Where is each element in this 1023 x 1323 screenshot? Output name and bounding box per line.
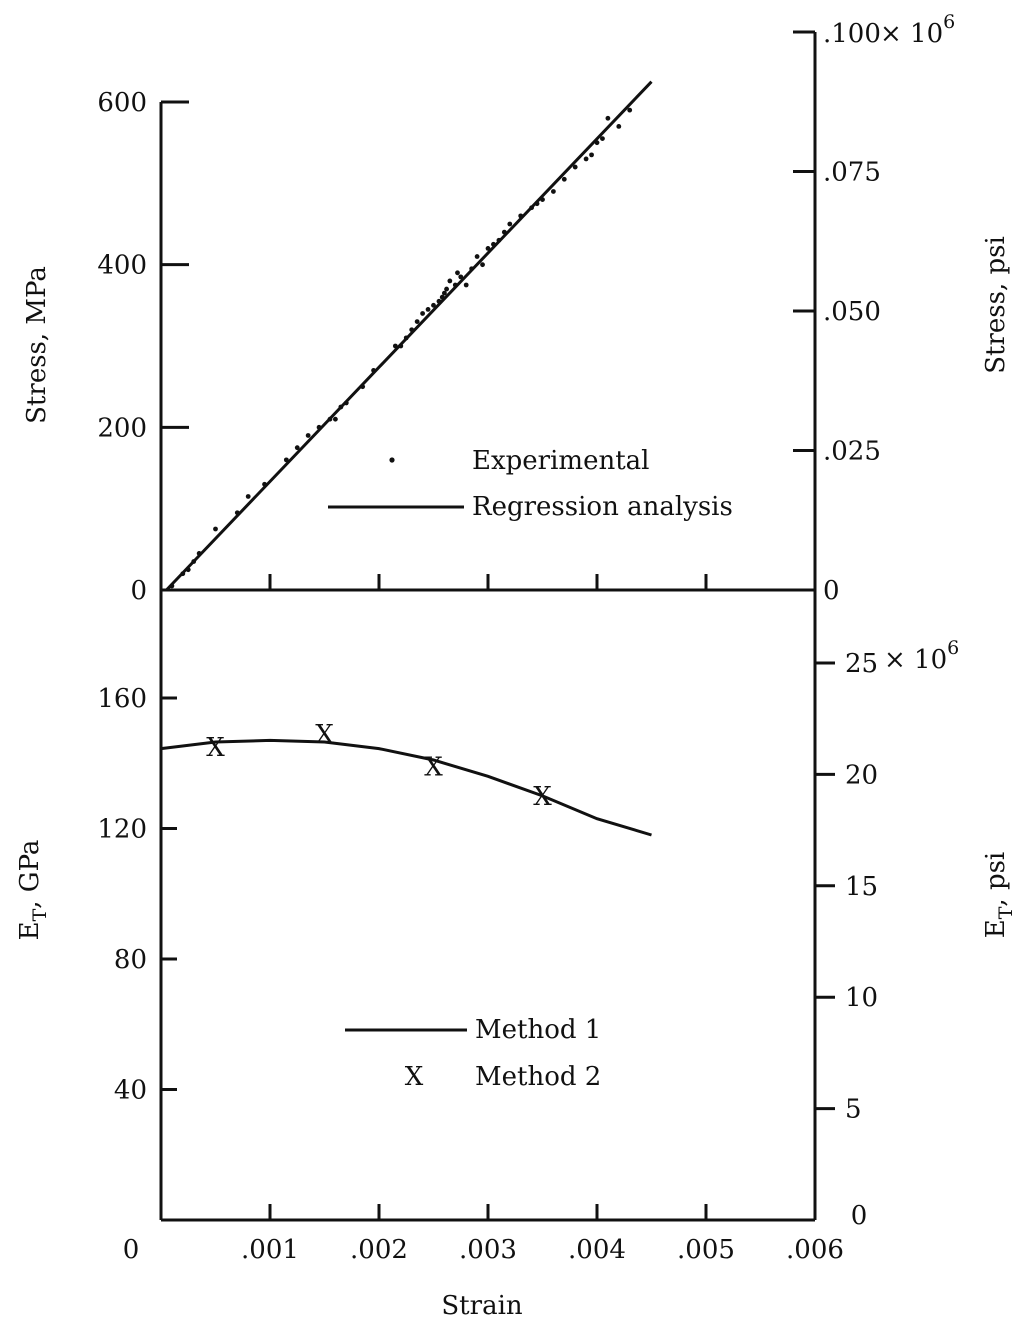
et-psi-tick-label: 20 — [845, 760, 878, 790]
experimental-point — [463, 282, 469, 288]
experimental-point — [425, 307, 431, 312]
experimental-point — [455, 270, 460, 276]
strain-tick-label: .006 — [786, 1235, 844, 1265]
et-psi-tick-label: 10 — [845, 983, 878, 1013]
experimental-point — [294, 445, 300, 451]
top-right-axis-title: Stress, psi — [981, 236, 1011, 374]
middle-strain-ticks — [268, 574, 708, 590]
experimental-point — [605, 115, 611, 121]
experimental-point — [572, 164, 578, 170]
experimental-point — [305, 433, 311, 438]
legend-label-method-1: Method 1 — [475, 1015, 601, 1045]
strain-tick-label: .004 — [568, 1235, 626, 1265]
stress-psi-tick-label: .075 — [823, 158, 881, 188]
stress-mpa-ticks: 0 200 400 600 — [97, 88, 189, 606]
x-axis-title: Strain — [441, 1291, 523, 1321]
stress-psi-tick-label: .025 — [823, 437, 881, 467]
et-psi-tick-label: 0 — [851, 1201, 868, 1231]
et-psi-tick-label: 5 — [845, 1095, 862, 1125]
stress-psi-tick-label: .050 — [823, 297, 881, 327]
et-gpa-tick-label: 120 — [97, 815, 147, 845]
stress-psi-ticks: 0 .025 .050 .075 .100 — [793, 19, 881, 606]
stress-mpa-tick-label: 600 — [97, 88, 147, 118]
strain-tick-label: .001 — [241, 1235, 299, 1265]
strain-tick-label: .005 — [677, 1235, 735, 1265]
experimental-point — [458, 274, 464, 280]
bottom-legend: Method 1 X Method 2 — [345, 1015, 601, 1092]
stress-mpa-tick-label: 200 — [97, 413, 147, 443]
experimental-point — [444, 286, 449, 292]
experimental-point — [600, 136, 605, 142]
et-gpa-tick-label: 40 — [114, 1076, 147, 1106]
et-gpa-tick-label: 80 — [114, 945, 147, 975]
et-gpa-ticks: 40 80 120 160 — [97, 684, 177, 1106]
stress-strain-panel: 0 200 400 600 0 .025 .050 .075 .100 × 106 Exper… — [22, 11, 1011, 606]
experimental-point — [589, 152, 594, 158]
experimental-point — [414, 319, 420, 324]
experimental-point — [333, 416, 338, 422]
experimental-point — [447, 278, 453, 284]
strain-tick-label: 0 — [123, 1235, 140, 1265]
et-psi-tick-label: 25 — [845, 649, 878, 679]
experimental-point — [583, 156, 589, 162]
experimental-point — [245, 494, 251, 499]
experimental-point — [431, 302, 436, 308]
method-2-marker: X — [424, 753, 443, 783]
experimental-point — [480, 262, 485, 268]
experimental-point — [561, 176, 567, 182]
stress-mpa-tick-label: 400 — [97, 251, 147, 281]
strain-ticks: 0 .001 .002 .003 .004 .005 .006 — [123, 1204, 844, 1265]
stress-psi-tick-label: .100 — [823, 19, 881, 49]
et-psi-tick-label: 15 — [845, 872, 878, 902]
method-2-marker: X — [206, 733, 225, 763]
method-2-marker: X — [315, 720, 334, 750]
bottom-left-axis-title: ET, GPa — [15, 840, 51, 941]
method-2-marker: X — [533, 782, 552, 812]
experimental-point — [420, 311, 425, 316]
top-left-axis-title: Stress, MPa — [22, 266, 52, 424]
bottom-right-multiplier: × 106 — [884, 637, 959, 675]
top-right-multiplier: × 106 — [880, 11, 955, 49]
experimental-point — [551, 189, 556, 194]
legend-label-regression: Regression analysis — [472, 492, 733, 522]
experimental-point — [627, 107, 633, 113]
experimental-point — [474, 254, 480, 259]
et-gpa-tick-label: 160 — [97, 684, 147, 714]
legend-dot-marker — [389, 457, 395, 463]
bottom-right-axis-title: ET, psi — [981, 852, 1017, 939]
stress-mpa-tick-label: 0 — [130, 576, 147, 606]
experimental-point — [442, 290, 447, 296]
legend-label-experimental: Experimental — [472, 446, 649, 476]
regression-line — [165, 80, 653, 592]
strain-tick-label: .002 — [350, 1235, 408, 1265]
legend-method-2-marker: X — [405, 1062, 424, 1092]
method-1-curve — [160, 738, 652, 837]
tangent-modulus-panel: 40 80 120 160 0 5 10 15 20 25 0 .001 .002 .003 .004.… — [15, 590, 1017, 1321]
top-legend: Experimental Regression analysis — [328, 446, 733, 522]
experimental-point — [507, 221, 513, 227]
experimental-point — [213, 526, 218, 532]
experimental-point — [616, 124, 622, 129]
method-2-markers: X X X X — [206, 720, 552, 812]
stress-psi-tick-label: 0 — [823, 576, 840, 606]
legend-label-method-2: Method 2 — [475, 1062, 601, 1092]
et-psi-ticks: 0 5 10 15 20 25 — [815, 649, 878, 1231]
strain-tick-label: .003 — [459, 1235, 517, 1265]
